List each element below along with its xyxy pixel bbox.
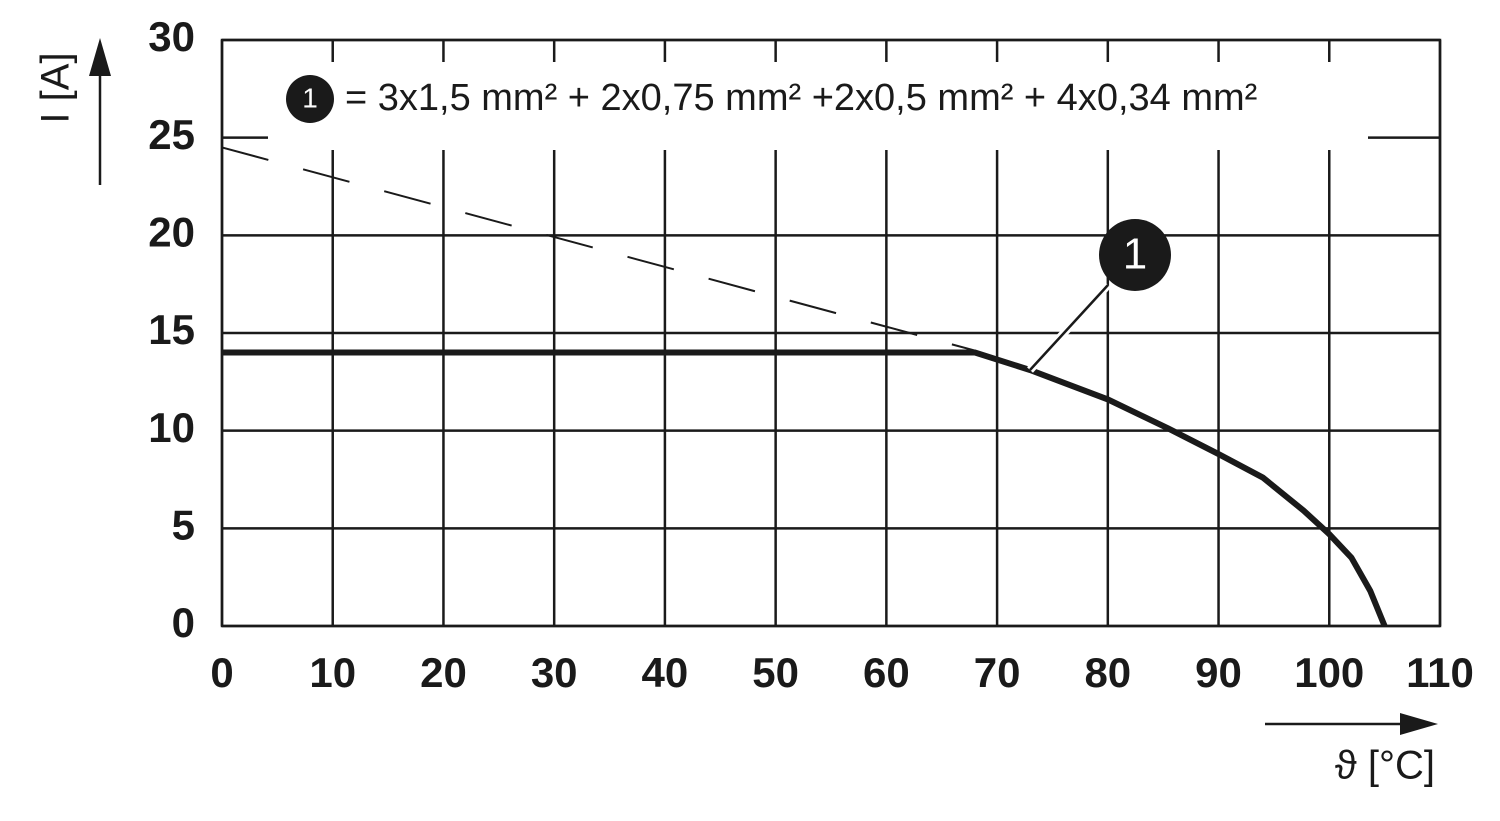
y-tick-label: 30: [148, 13, 195, 60]
y-axis-label: I [A]: [34, 52, 78, 123]
x-tick-label: 20: [420, 649, 467, 696]
legend-background: [268, 62, 1368, 150]
plot-frame: [220, 38, 1442, 628]
line: [222, 349, 1388, 628]
x-tick-label: 100: [1294, 649, 1364, 696]
x-tick-label: 110: [1406, 649, 1474, 696]
x-tick-label: 30: [531, 649, 578, 696]
x-tick-label: 50: [752, 649, 799, 696]
x-axis-arrowhead: [1400, 713, 1438, 735]
callout-circle: [1099, 219, 1171, 291]
x-tick-label: 10: [309, 649, 356, 696]
y-tick-label: 10: [148, 404, 195, 451]
y-tick-label: 20: [148, 208, 195, 255]
y-tick-label: 15: [148, 306, 195, 353]
x-tick-label: 70: [974, 649, 1021, 696]
x-tick-label: 90: [1195, 649, 1242, 696]
y-tick-label: 25: [148, 111, 195, 158]
legend-text: = 3x1,5 mm² + 2x0,75 mm² +2x0,5 mm² + 4x…: [345, 77, 1257, 119]
dashed-line: [221, 146, 976, 352]
y-axis-arrowhead: [89, 38, 111, 76]
legend-marker-label: 1: [302, 82, 318, 113]
callout-leader: [1029, 284, 1109, 371]
x-tick-label: 0: [210, 649, 233, 696]
x-tick-label: 40: [642, 649, 689, 696]
x-tick-label: 80: [1084, 649, 1131, 696]
x-axis-label: ϑ [°C]: [1335, 744, 1435, 788]
legend-marker: [286, 75, 334, 123]
callout-label: 1: [1123, 230, 1147, 279]
y-tick-label: 5: [172, 501, 195, 548]
x-tick-label: 60: [863, 649, 910, 696]
y-tick-label: 0: [172, 599, 195, 646]
